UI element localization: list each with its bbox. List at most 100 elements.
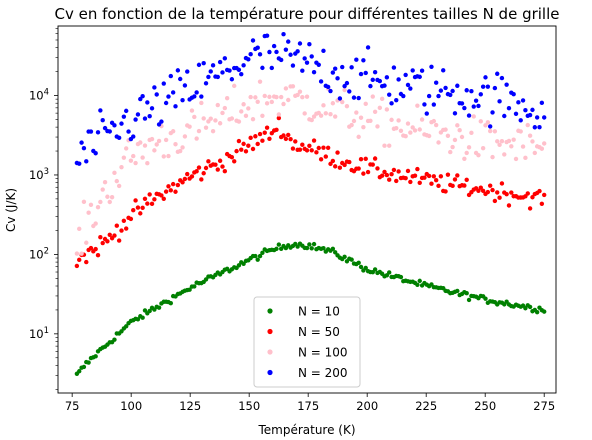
data-point [452,137,458,143]
data-point [347,89,352,94]
data-point [321,48,326,54]
data-points [74,32,547,376]
data-point [142,116,148,121]
data-point [464,177,469,182]
data-point [189,108,195,113]
data-point [539,146,545,151]
data-point [135,317,141,322]
data-point [450,144,455,150]
data-point [295,49,300,54]
data-point [116,183,122,189]
data-point [361,58,366,63]
data-point [330,101,336,106]
data-point [239,147,244,152]
data-point [370,77,375,83]
data-point [194,136,199,141]
data-point [361,124,366,130]
data-point [236,67,242,73]
data-point [145,161,150,166]
data-point [116,238,122,243]
data-point [297,41,303,46]
data-point [478,92,483,97]
data-point [93,221,98,226]
data-point [542,141,547,146]
data-point [307,143,312,148]
data-point [412,128,418,133]
data-point [262,130,267,135]
data-point [109,195,115,200]
data-point [450,88,455,94]
data-point [311,138,317,143]
data-point [227,68,232,73]
data-point [387,92,392,97]
data-point [499,75,505,81]
data-point [77,369,82,374]
data-point [509,190,514,195]
data-point [260,113,265,118]
data-point [222,169,228,174]
data-point [255,257,260,262]
data-point [466,297,472,303]
data-point [274,127,279,132]
data-point [431,102,437,107]
data-point [328,111,333,117]
data-point [304,60,310,65]
data-point [433,178,439,183]
y-tick-label: 101 [29,326,49,341]
data-point [499,181,505,186]
data-point [511,92,516,97]
data-point [159,119,164,124]
data-point [497,99,502,104]
data-point [403,175,408,181]
data-point [217,59,223,65]
data-point [239,109,244,114]
data-point [220,164,225,169]
x-tick-label: 275 [533,399,555,413]
data-point [527,206,533,211]
data-point [478,119,483,124]
data-point [436,93,441,99]
data-point [290,84,296,89]
data-point [478,185,483,190]
data-point [490,110,495,115]
data-point [276,112,282,117]
data-point [173,142,178,147]
data-point [288,52,293,57]
data-point [178,76,183,82]
data-point [476,188,481,194]
data-point [286,39,291,44]
data-point [253,95,258,100]
data-point [516,100,521,105]
data-point [325,145,331,150]
data-point [534,115,540,120]
data-point [358,115,364,120]
data-point [243,113,249,119]
data-point [147,114,152,119]
data-point [356,95,361,101]
data-point [114,223,120,228]
data-point [229,116,235,121]
data-point [542,192,547,198]
data-point [330,158,336,164]
data-point [337,165,343,170]
data-point [215,102,220,108]
data-point [462,156,467,161]
data-point [166,184,171,189]
legend-marker [267,369,273,376]
data-point [455,173,460,178]
data-point [356,260,361,266]
data-point [140,94,145,99]
data-point [464,88,469,93]
data-point [342,87,347,93]
data-point [105,239,110,244]
data-point [330,246,336,251]
data-point [84,240,89,245]
data-point [93,354,98,359]
data-point [377,78,383,84]
data-point [84,159,89,164]
data-point [370,94,375,99]
data-point [283,47,289,52]
data-point [187,287,192,292]
data-point [379,173,385,178]
data-point [86,360,91,365]
